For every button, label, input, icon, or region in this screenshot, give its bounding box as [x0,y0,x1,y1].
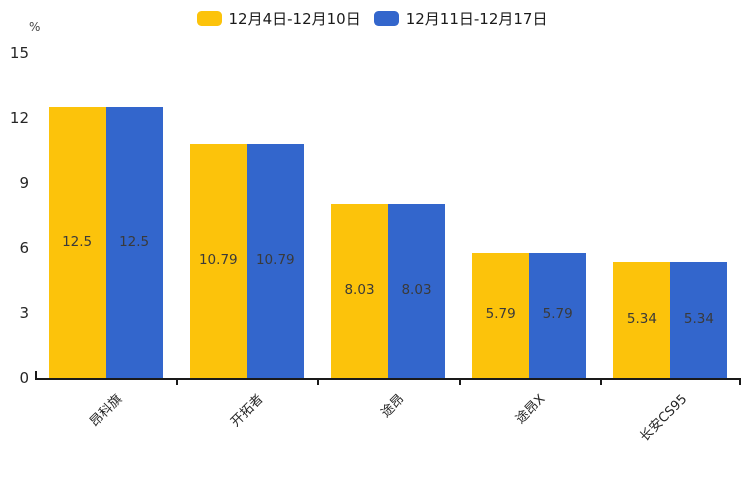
bar-value-label: 8.03 [344,282,375,298]
x-axis-tick [458,380,461,385]
x-axis-category-label-长安CS95: 长安CS95 [636,391,690,445]
bar-value-label: 12.5 [62,233,93,250]
x-axis-tick [176,380,179,385]
y-axis-stub [35,371,37,380]
y-axis-tick-label-12: 12 [9,109,29,127]
y-axis-tick-label-6: 6 [19,239,29,257]
x-axis-tick [599,380,602,385]
bar-value-label: 10.79 [198,252,238,269]
bar-value-label: 8.03 [401,282,432,298]
legend-item-week1[interactable]: 12月4日-12月10日 [196,8,361,29]
bar-途昂X-series2: 5.79 [529,252,587,378]
bar-开拓者-series1: 10.79 [189,144,247,378]
legend-label-week1: 12月4日-12月10日 [228,10,361,28]
bar-途昂-series2: 8.03 [388,204,445,378]
y-axis-unit-label: % [29,20,41,34]
bar-value-label: 5.34 [626,311,657,328]
x-axis-category-label-途昂: 途昂 [378,391,408,421]
legend-label-week2: 12月11日-12月17日 [405,10,548,28]
bar-value-label: 5.79 [485,306,516,323]
x-axis-tick [317,380,320,385]
y-axis-tick-label-15: 15 [9,44,29,62]
legend-swatch-week2 [373,11,399,26]
bar-value-label: 10.79 [255,252,295,269]
legend-item-week2[interactable]: 12月11日-12月17日 [373,8,548,29]
bar-value-label: 5.34 [683,311,714,328]
y-axis-tick-label-9: 9 [19,174,29,192]
bar-途昂X-series1: 5.79 [472,252,530,378]
x-axis-tick [738,380,741,385]
x-axis-line [35,378,741,380]
legend-swatch-week1 [196,11,222,26]
bar-长安CS95-series2: 5.34 [670,262,728,378]
y-axis-tick-label-0: 0 [19,369,29,387]
bar-长安CS95-series1: 5.34 [613,262,671,378]
legend: 12月4日-12月10日 12月11日-12月17日 [0,8,744,29]
bar-value-label: 5.79 [542,306,573,323]
x-axis-category-label-途昂X: 途昂X [513,391,549,428]
bar-途昂-series1: 8.03 [331,204,388,378]
bar-昂科旗-series1: 12.5 [48,107,106,378]
x-axis-category-label-开拓者: 开拓者 [228,391,267,431]
x-axis-category-label-昂科旗: 昂科旗 [86,391,126,431]
y-axis-tick-label-3: 3 [19,304,29,322]
bar-昂科旗-series2: 12.5 [105,107,163,378]
bar-value-label: 12.5 [119,233,150,250]
bar-开拓者-series2: 10.79 [246,144,304,378]
